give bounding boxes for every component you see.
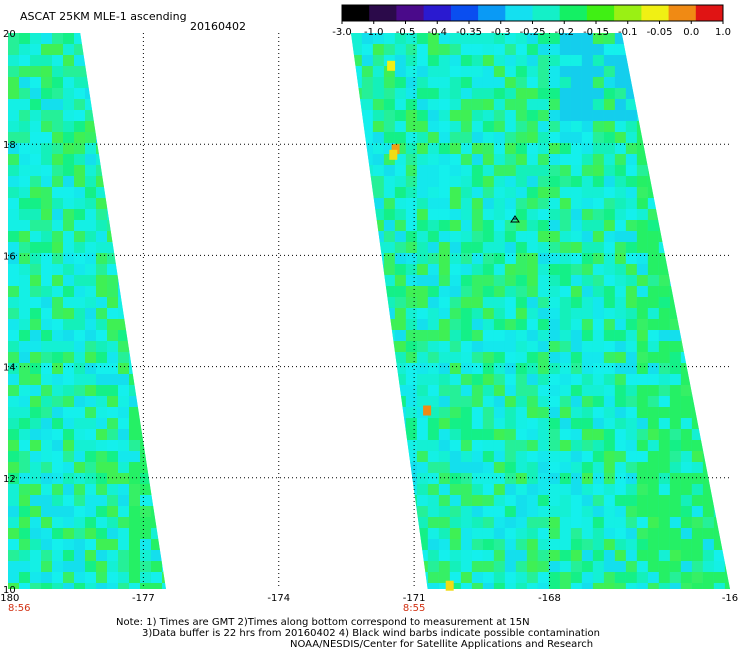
product-title: ASCAT 25KM MLE-1 ascending	[20, 10, 187, 23]
x-tick-label: -180	[0, 593, 19, 604]
y-tick-label: 14	[3, 363, 16, 374]
warm-cell	[389, 149, 398, 160]
colorbar-tick-label: -0.05	[647, 27, 673, 38]
y-tick-label: 20	[3, 29, 16, 40]
colorbar-tick-label: 1.0	[715, 27, 731, 38]
swath-time-label: 8:55	[403, 603, 425, 614]
colorbar: -3.0 -1.0 -0.5 -0.4 -0.35 -0.3 -0.25 -0.2 -0.15-…	[332, 4, 731, 38]
warm-cell	[391, 144, 400, 155]
swath-layer	[8, 33, 730, 591]
colorbar-segment	[478, 5, 506, 21]
y-tick-label: 16	[3, 251, 16, 262]
x-tick-label: -177	[132, 593, 155, 604]
colorbar-segment	[695, 5, 724, 21]
y-tick-label: 10	[3, 585, 16, 596]
colorbar-segment	[450, 5, 479, 21]
swath-1-cells	[8, 33, 166, 589]
colorbar-segment	[342, 5, 370, 21]
footer-note-1: Note: 1) Times are GMT 2)Times along bot…	[116, 617, 530, 628]
y-tick-label: 12	[3, 474, 16, 485]
footer-credit: NOAA/NESDIS/Center for Satellite Applica…	[290, 639, 593, 650]
x-tick-label: -174	[267, 593, 290, 604]
product-date: 20160402	[190, 20, 246, 33]
colorbar-tick-label: -0.2	[554, 27, 574, 38]
colorbar-segment	[668, 5, 697, 21]
colorbar-tick-label: -1.0	[364, 27, 384, 38]
colorbar-segment	[614, 5, 642, 21]
grid-layer	[8, 33, 730, 589]
colorbar-segment	[586, 5, 615, 21]
colorbar-segment	[369, 5, 397, 21]
swath-time-label: 8:56	[8, 603, 30, 614]
colorbar-segment	[532, 5, 561, 21]
colorbar-segment	[505, 5, 533, 21]
colorbar-tick-label: -0.1	[618, 27, 638, 38]
axis-layer: -180 -177 -174 -171 -168 -16 20 18 16 14 12 10 8:56 8…	[0, 29, 738, 614]
colorbar-tick-label: -0.4	[427, 27, 447, 38]
colorbar-tick-label: -0.3	[491, 27, 511, 38]
warm-cell	[423, 405, 432, 416]
warm-cell	[445, 580, 454, 591]
colorbar-tick-label: -0.35	[456, 27, 482, 38]
colorbar-tick-label: -3.0	[332, 27, 352, 38]
x-tick-label: -168	[538, 593, 561, 604]
y-tick-label: 18	[3, 140, 16, 151]
swath-2-cells	[350, 33, 730, 589]
colorbar-tick-label: -0.25	[520, 27, 546, 38]
colorbar-segment	[423, 5, 452, 21]
x-tick-label: -16	[722, 593, 738, 604]
colorbar-tick-label: -0.15	[583, 27, 609, 38]
colorbar-segment	[396, 5, 425, 21]
x-tick-label: -171	[403, 593, 426, 604]
colorbar-tick-label: -0.5	[396, 27, 416, 38]
colorbar-segment	[559, 5, 588, 21]
warm-cell	[387, 60, 396, 71]
colorbar-segment	[641, 5, 670, 21]
colorbar-tick-label: 0.0	[683, 27, 699, 38]
wind-barb-icon	[510, 215, 520, 223]
footer-note-2: 3)Data buffer is 22 hrs from 20160402 4)…	[142, 628, 600, 639]
